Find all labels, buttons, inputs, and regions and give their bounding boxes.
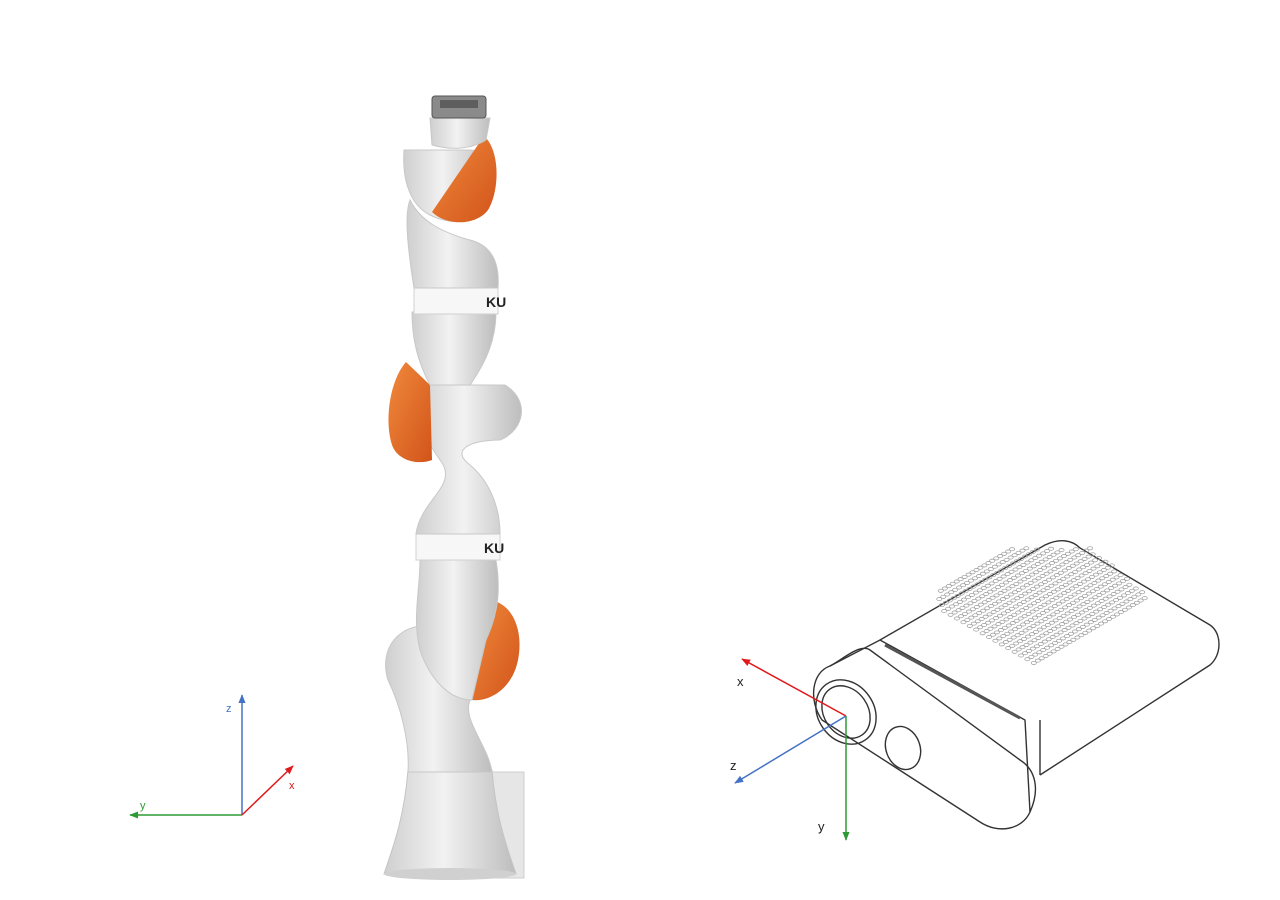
robot-link-4	[411, 311, 497, 386]
robot-link-2	[415, 559, 499, 701]
camera-y-label: y	[818, 819, 825, 834]
robot-brand-upper: KU	[486, 294, 506, 310]
robot-coordinate-frame: z y x	[129, 694, 295, 819]
robot-x-label: x	[289, 780, 295, 792]
camera-body-top	[879, 540, 1220, 776]
robot-y-label: y	[140, 800, 146, 812]
camera-lens-left	[815, 679, 877, 745]
camera-x-label: x	[737, 674, 744, 689]
camera-z-axis	[734, 715, 847, 784]
camera-grille	[936, 546, 1148, 665]
robot-joint-cover-upper	[432, 136, 497, 223]
camera-coordinate-frame: x z y	[730, 658, 850, 841]
robot-band-lower	[415, 533, 501, 561]
robot-brand-lower: KU	[484, 540, 504, 556]
camera-z-label: z	[730, 758, 737, 773]
camera-x-axis	[741, 658, 847, 717]
robot-joint-cover-middle	[388, 362, 432, 463]
robot-z-label: z	[226, 703, 232, 715]
robot-link-3	[415, 384, 522, 535]
camera-device	[812, 540, 1220, 830]
camera-lens-right	[884, 725, 922, 771]
robot-arm: KU KU	[383, 95, 525, 880]
robot-x-axis	[241, 765, 294, 816]
camera-front-face	[812, 647, 1037, 830]
robot-link-5	[406, 198, 499, 289]
robot-head	[429, 117, 491, 149]
